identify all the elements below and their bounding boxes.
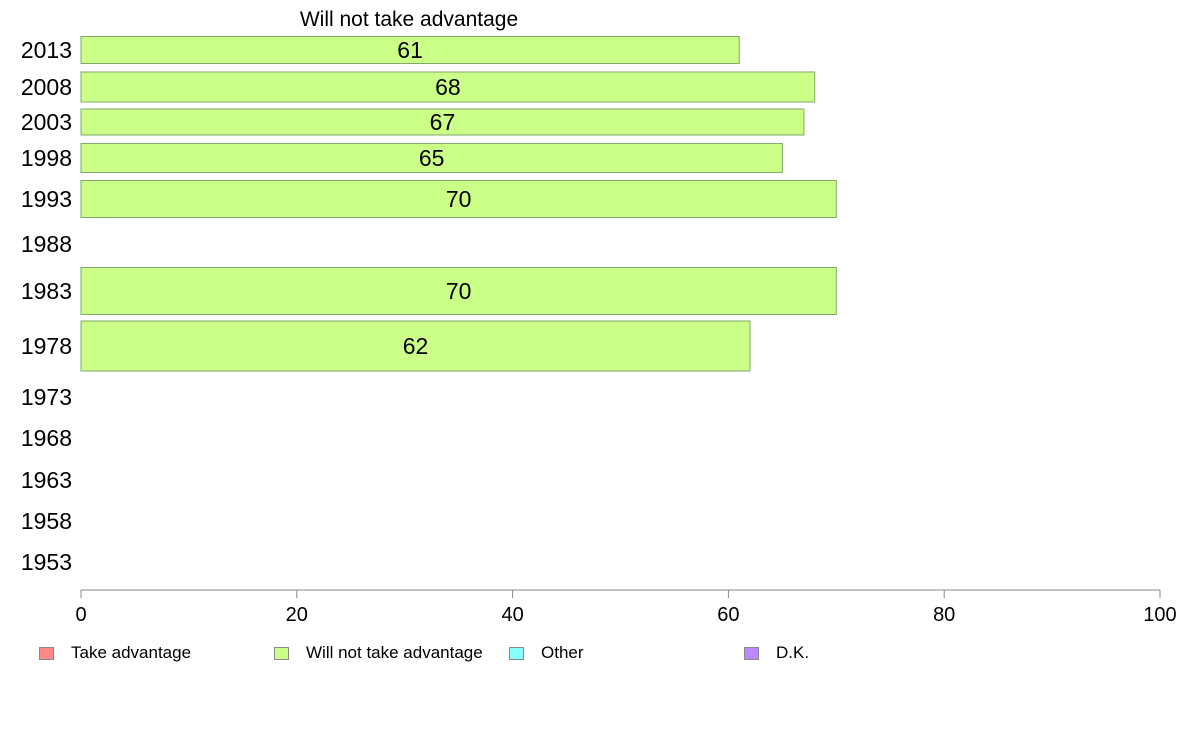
legend: Take advantage Will not take advantage O… xyxy=(0,643,1188,665)
legend-label: Take advantage xyxy=(71,643,192,662)
legend-label: Other xyxy=(541,643,584,662)
y-category-label: 1973 xyxy=(21,384,72,410)
x-tick-label: 40 xyxy=(501,604,523,626)
y-category-labels: 2013 2008 2003 1998 1993 1988 1983 1978 1973 1968… xyxy=(21,37,72,575)
y-category-label: 1968 xyxy=(21,425,72,451)
x-tick-label: 0 xyxy=(75,604,86,626)
legend-item-other: Other xyxy=(509,643,584,663)
y-category-label: 1953 xyxy=(21,549,72,575)
bar-value-label: 61 xyxy=(397,37,423,63)
y-category-label: 1983 xyxy=(21,278,72,304)
chart-title: Will not take advantage xyxy=(300,8,518,31)
y-category-label: 2013 xyxy=(21,37,72,63)
bar xyxy=(80,143,783,173)
x-axis-ticks: 0 20 40 60 80 100 xyxy=(75,590,1177,626)
y-category-label: 1988 xyxy=(21,231,72,257)
legend-swatch xyxy=(274,646,289,660)
y-category-label: 1978 xyxy=(21,333,72,359)
bar-value-label: 70 xyxy=(446,186,472,212)
bars-layer xyxy=(80,36,837,372)
legend-item-dk: D.K. xyxy=(744,643,809,663)
x-tick-label: 100 xyxy=(1143,604,1176,626)
y-category-label: 1998 xyxy=(21,145,72,171)
bar-value-label: 65 xyxy=(419,145,445,171)
bar xyxy=(80,267,837,315)
legend-swatch xyxy=(509,646,524,660)
bar-value-label: 68 xyxy=(435,74,461,100)
bar xyxy=(80,108,805,136)
x-tick-label: 60 xyxy=(717,604,739,626)
bar xyxy=(80,180,837,218)
bar-value-label: 62 xyxy=(403,333,429,359)
x-tick-label: 80 xyxy=(933,604,955,626)
legend-swatch xyxy=(744,646,759,660)
legend-label: Will not take advantage xyxy=(306,643,483,662)
legend-item-will-not-take-advantage: Will not take advantage xyxy=(274,643,483,663)
bar xyxy=(80,36,740,64)
bar xyxy=(80,71,816,103)
y-category-label: 1958 xyxy=(21,508,72,534)
bar-value-label: 70 xyxy=(446,278,472,304)
legend-item-take-advantage: Take advantage xyxy=(39,643,191,663)
y-category-label: 2003 xyxy=(21,109,72,135)
bar xyxy=(80,320,751,372)
x-tick-label: 20 xyxy=(286,604,308,626)
y-category-label: 1993 xyxy=(21,186,72,212)
bar-value-label: 67 xyxy=(430,109,456,135)
y-category-label: 2008 xyxy=(21,74,72,100)
y-category-label: 1963 xyxy=(21,467,72,493)
legend-swatch xyxy=(39,646,54,660)
legend-label: D.K. xyxy=(776,643,810,662)
